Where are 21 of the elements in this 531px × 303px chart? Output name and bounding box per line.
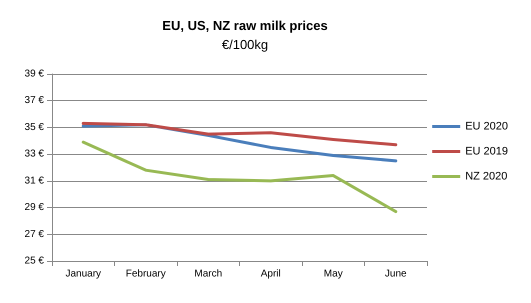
y-tick-label: 39 € — [24, 68, 44, 80]
line-series — [82, 140, 398, 214]
x-tick-label: February — [126, 268, 166, 280]
legend-label: EU 2020 — [465, 120, 508, 132]
x-tick-label: April — [260, 268, 281, 280]
x-tick-label: March — [194, 268, 222, 280]
y-tick-label: 37 € — [24, 95, 44, 106]
legend-label: NZ 2020 — [465, 170, 508, 182]
y-tick-label: 35 € — [24, 122, 44, 133]
y-tick-label: 29 € — [24, 202, 44, 214]
chart-title: EU, US, NZ raw milk prices — [162, 18, 328, 33]
y-tick-label: 27 € — [24, 228, 44, 240]
x-tick-label: May — [324, 268, 343, 280]
line-series — [82, 122, 398, 146]
x-tick-label: June — [384, 268, 408, 280]
legend-label: EU 2019 — [465, 146, 508, 158]
y-tick-label: 25 € — [24, 256, 44, 266]
chart-subtitle: €/100kg — [222, 37, 268, 52]
y-tick-label: 31 € — [24, 175, 44, 186]
y-tick-label: 33 € — [24, 148, 44, 160]
x-tick-label: January — [65, 268, 102, 280]
